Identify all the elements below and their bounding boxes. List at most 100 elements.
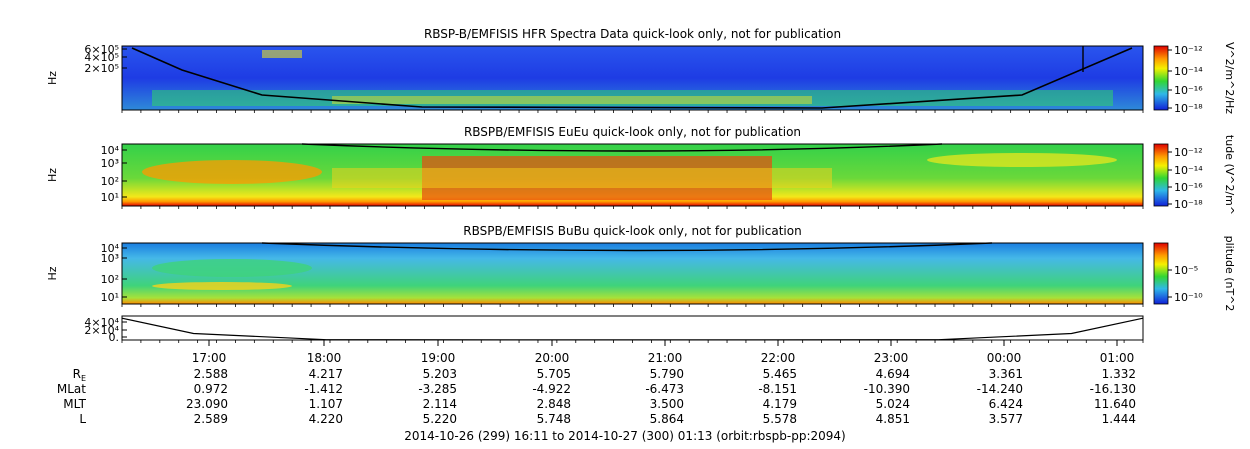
cyclotron-line xyxy=(261,242,993,252)
colorbar-label: V^2/m^2/Hz xyxy=(1223,42,1236,114)
y-tick-label: 10¹ xyxy=(101,191,119,204)
chorus-region xyxy=(142,160,322,184)
ephemeris-value: 5.220 xyxy=(423,412,457,426)
ephemeris-row-label: MLT xyxy=(63,397,86,411)
y-tick-label: 10⁴ xyxy=(101,242,120,255)
y-tick-label: 10³ xyxy=(101,157,119,170)
y-tick-label: 4×10⁴ xyxy=(84,316,119,329)
ephemeris-value: 5.748 xyxy=(537,412,571,426)
colorbar xyxy=(1153,143,1169,207)
emission-band xyxy=(152,90,1113,106)
ephemeris-value: -3.285 xyxy=(418,382,457,396)
ephemeris-value: 2.589 xyxy=(194,412,228,426)
y-tick-label: 10¹ xyxy=(101,291,119,304)
ephemeris-value: 1.107 xyxy=(309,397,343,411)
ephemeris-value: 4.694 xyxy=(876,367,910,381)
ephemeris-value: -14.240 xyxy=(977,382,1023,396)
colorbar-tick-label: 10⁻¹⁶ xyxy=(1174,84,1203,97)
ephemeris-row-label: L xyxy=(79,412,86,426)
ephemeris-value: 4.851 xyxy=(876,412,910,426)
y-tick-label: 4×10⁵ xyxy=(84,51,119,64)
ephemeris-value: 2.848 xyxy=(537,397,571,411)
y-axis-label: Hz xyxy=(46,168,59,182)
colorbar-tick-label: 10⁻¹⁰ xyxy=(1174,291,1203,304)
panel-title: RBSPB/EMFISIS BuBu quick-look only, not … xyxy=(463,224,801,238)
ephemeris-value: 5.578 xyxy=(763,412,797,426)
ephemeris-value: 5.705 xyxy=(537,367,571,381)
colorbar-tick-label: 10⁻¹² xyxy=(1174,44,1203,57)
y-axis-label: Hz xyxy=(46,71,59,85)
emission-band xyxy=(927,153,1117,167)
colorbar-label: plitude (nT^2 xyxy=(1223,236,1236,312)
ephemeris-row-label: RE xyxy=(73,367,86,383)
y-tick-label: 6×10⁵ xyxy=(84,43,119,56)
x-tick-label: 01:00 xyxy=(1100,351,1135,365)
x-tick-label: 23:00 xyxy=(874,351,909,365)
ephemeris-value: 5.465 xyxy=(763,367,797,381)
ephemeris-value: -16.130 xyxy=(1090,382,1136,396)
ephemeris-value: 1.444 xyxy=(1102,412,1136,426)
x-tick-label: 21:00 xyxy=(648,351,683,365)
colorbar xyxy=(1153,45,1169,111)
ephemeris-value: 4.217 xyxy=(309,367,343,381)
ephemeris-value: 5.790 xyxy=(650,367,684,381)
emission-band xyxy=(332,96,812,104)
emission-band xyxy=(152,259,312,277)
ephemeris-value: 3.361 xyxy=(989,367,1023,381)
ephemeris-value: -1.412 xyxy=(304,382,343,396)
x-tick-label: 18:00 xyxy=(307,351,342,365)
ephemeris-value: 6.424 xyxy=(989,397,1023,411)
ephemeris-value: 5.203 xyxy=(423,367,457,381)
x-tick-label: 22:00 xyxy=(761,351,796,365)
plasma-frequency-line xyxy=(131,47,1133,109)
plot-area xyxy=(121,315,1144,341)
panel-1: RBSP-B/EMFISIS HFR Spectra Data quick-lo… xyxy=(46,27,1236,115)
ephemeris-value: 2.588 xyxy=(194,367,228,381)
colorbar-tick-label: 10⁻¹⁸ xyxy=(1174,102,1203,115)
time-range-footer: 2014-10-26 (299) 16:11 to 2014-10-27 (30… xyxy=(404,429,845,443)
panel-3: RBSPB/EMFISIS BuBu quick-look only, not … xyxy=(46,224,1236,311)
colorbar-label: tude (V^2/m^ xyxy=(1223,135,1236,215)
ephemeris-value: -4.922 xyxy=(532,382,571,396)
ephemeris-value: -10.390 xyxy=(864,382,910,396)
panel-title: RBSPB/EMFISIS EuEu quick-look only, not … xyxy=(464,125,801,139)
ephemeris-row-label: MLat xyxy=(57,382,86,396)
colorbar-tick-label: 10⁻¹⁴ xyxy=(1174,164,1203,177)
cyclotron-line xyxy=(301,143,943,152)
colorbar-tick-label: 10⁻¹⁶ xyxy=(1174,181,1203,194)
y-tick-label: 10² xyxy=(101,273,119,286)
ephemeris-value: 0.972 xyxy=(194,382,228,396)
y-tick-label: 10³ xyxy=(101,252,119,265)
ephemeris-value: 11.640 xyxy=(1094,397,1136,411)
x-tick-label: 00:00 xyxy=(987,351,1022,365)
panel-title: RBSP-B/EMFISIS HFR Spectra Data quick-lo… xyxy=(424,27,841,41)
colorbar-tick-label: 10⁻⁵ xyxy=(1174,264,1198,277)
y-tick-label: 2×10⁴ xyxy=(84,324,119,337)
y-tick-label: 10² xyxy=(101,175,119,188)
emission-band xyxy=(262,50,302,58)
ephemeris-value: 4.220 xyxy=(309,412,343,426)
ephemeris-value: 5.024 xyxy=(876,397,910,411)
x-tick-label: 19:00 xyxy=(421,351,456,365)
colorbar xyxy=(1153,242,1169,305)
emission-band xyxy=(152,282,292,290)
colorbar-tick-label: 10⁻¹⁸ xyxy=(1174,198,1203,211)
colorbar-tick-label: 10⁻¹⁴ xyxy=(1174,65,1203,78)
x-tick-label: 20:00 xyxy=(535,351,570,365)
panel-2: RBSPB/EMFISIS EuEu quick-look only, not … xyxy=(46,125,1236,215)
y-tick-label: 10⁴ xyxy=(101,144,120,157)
y-tick-label: 2×10⁵ xyxy=(84,62,119,75)
ephemeris-value: 5.864 xyxy=(650,412,684,426)
ephemeris-value: -6.473 xyxy=(645,382,684,396)
ephemeris-value: 2.114 xyxy=(423,397,457,411)
y-axis-label: Hz xyxy=(46,266,59,280)
ephemeris-value: 4.179 xyxy=(763,397,797,411)
x-tick-label: 17:00 xyxy=(192,351,227,365)
ephemeris-value: -8.151 xyxy=(758,382,797,396)
ephemeris-value: 3.577 xyxy=(989,412,1023,426)
ephemeris-value: 23.090 xyxy=(186,397,228,411)
emission-band xyxy=(332,168,832,188)
series-line xyxy=(121,317,1144,341)
